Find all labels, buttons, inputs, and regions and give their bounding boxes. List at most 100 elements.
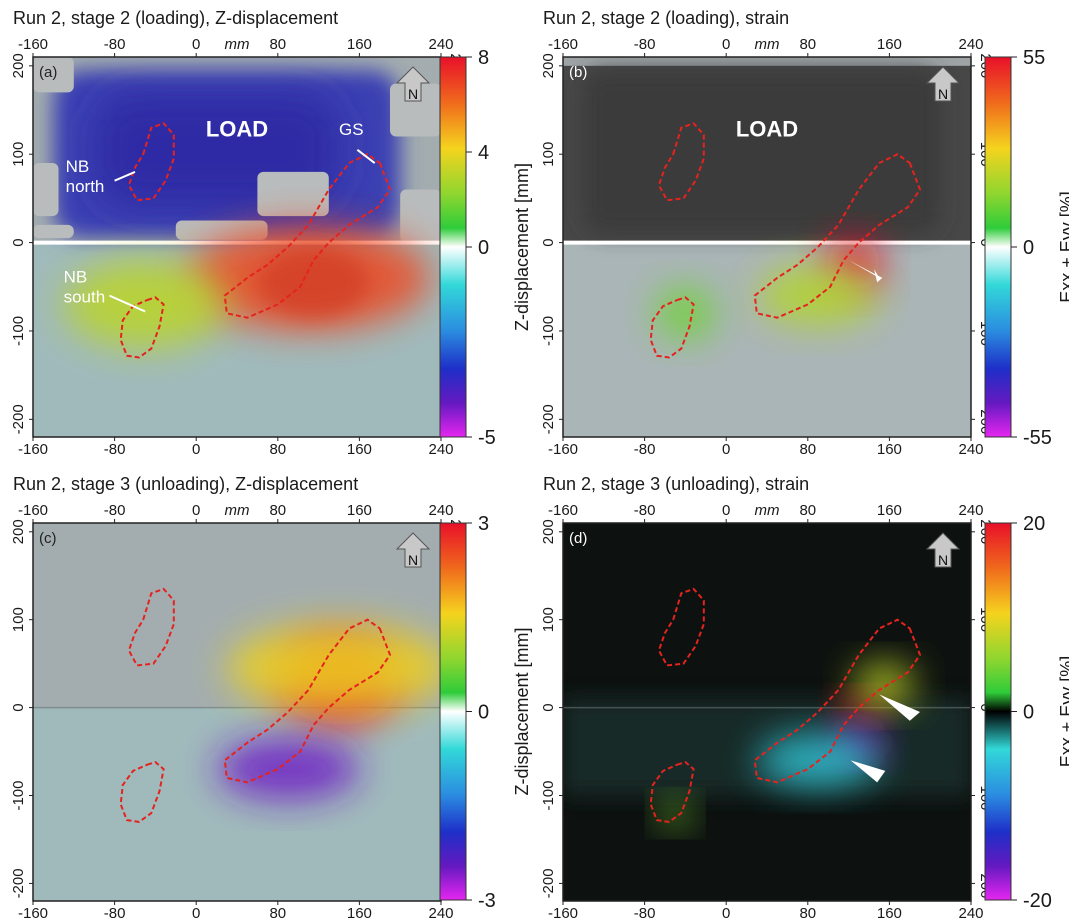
colorbar-tick-label: 4 — [478, 142, 489, 164]
y-tick-left: 0 — [540, 703, 557, 711]
y-tick-left: 200 — [540, 53, 557, 78]
x-tick-bottom: -80 — [104, 441, 126, 458]
colorbar-tick-label: -5 — [478, 427, 496, 449]
x-tick-bottom: 240 — [428, 441, 453, 458]
x-tick-top: 80 — [799, 502, 816, 519]
plot-area — [563, 523, 971, 901]
field-core — [258, 247, 369, 318]
colorbar-label: Exx + Eyy [%] — [1057, 656, 1069, 768]
x-tick-bottom: 80 — [269, 905, 286, 922]
colorbar-tick-label: 0 — [1023, 702, 1034, 724]
north-label: N — [938, 86, 948, 102]
outline-nbNorth — [657, 122, 705, 202]
colorbar-tick-label: -55 — [1023, 427, 1052, 449]
panel-a: Run 2, stage 2 (loading), Z-displacement… — [10, 8, 532, 458]
x-tick-bottom: -80 — [104, 905, 126, 922]
north-arrow-icon — [395, 66, 431, 102]
pointer-arrow — [848, 260, 883, 283]
x-tick-bottom: 0 — [722, 441, 730, 458]
x-tick-top: 80 — [269, 502, 286, 519]
field-blob-1 — [853, 663, 915, 708]
outline-nbSouth — [649, 760, 695, 823]
x-tick-top: -160 — [548, 502, 578, 519]
x-tick-bottom: 80 — [799, 905, 816, 922]
x-tick-bottom: 160 — [347, 441, 372, 458]
panel-c: Run 2, stage 3 (unloading), Z-displaceme… — [10, 474, 532, 922]
panel-title: Run 2, stage 2 (loading), Z-displacement — [13, 8, 338, 28]
outline-nbNorth — [127, 122, 175, 202]
outline-nbSouth — [649, 296, 695, 359]
x-tick-top: 160 — [347, 36, 372, 53]
x-tick-bottom: 160 — [877, 441, 902, 458]
panel-letter: (a) — [39, 64, 57, 81]
y-tick-left: 200 — [540, 519, 557, 544]
outline-gs — [753, 618, 922, 784]
pointer-arrow — [850, 760, 886, 783]
panel-title: Run 2, stage 3 (unloading), Z-displaceme… — [13, 474, 358, 494]
north-label: N — [938, 552, 948, 568]
no-data-patch — [257, 171, 329, 217]
load-label: LOAD — [736, 117, 798, 142]
no-data-patch — [33, 57, 74, 93]
x-tick-top: 0 — [722, 502, 730, 519]
y-tick-left: 100 — [540, 607, 557, 632]
colorbar-label: Z-displacement [mm] — [512, 163, 532, 331]
outline-nbSouth — [119, 296, 165, 359]
x-unit-label: mm — [225, 502, 250, 519]
x-tick-bottom: -80 — [634, 441, 656, 458]
x-tick-top: 240 — [958, 502, 983, 519]
loaded-region-core — [583, 70, 941, 234]
colorbar-tick-label: 0 — [478, 702, 489, 724]
field-wash — [33, 707, 441, 901]
x-tick-top: 160 — [347, 502, 372, 519]
colorbar-label: Exx + Eyy [%] — [1057, 191, 1069, 303]
colorbar-tick-label: 20 — [1023, 513, 1045, 535]
x-tick-bottom: 80 — [799, 441, 816, 458]
outline-nbSouth — [119, 760, 165, 823]
field-blob-1 — [63, 260, 227, 349]
x-tick-bottom: 0 — [192, 905, 200, 922]
y-tick-left: 0 — [10, 703, 27, 711]
x-tick-top: 80 — [799, 36, 816, 53]
x-tick-top: -80 — [104, 36, 126, 53]
x-tick-bottom: 160 — [347, 905, 372, 922]
colorbar — [984, 56, 1012, 438]
colorbar — [439, 522, 467, 901]
colorbar-tick-label: 0 — [478, 237, 489, 259]
x-tick-top: -160 — [548, 36, 578, 53]
colorbar-tick-label: 3 — [478, 513, 489, 535]
field-blob-2 — [216, 738, 360, 800]
load-label: LOAD — [206, 117, 268, 142]
x-tick-bottom: 80 — [269, 441, 286, 458]
field-wash — [563, 242, 971, 437]
x-tick-top: -160 — [18, 36, 48, 53]
y-tick-left: 200 — [10, 53, 27, 78]
annotation-nb-south: south — [64, 287, 106, 306]
y-tick-left: -200 — [10, 868, 27, 898]
x-tick-top: 0 — [722, 36, 730, 53]
north-arrow-icon — [925, 66, 961, 102]
annotation-nb-north: NB — [66, 157, 90, 176]
x-tick-top: 80 — [269, 36, 286, 53]
y-tick-left: -200 — [540, 404, 557, 434]
y-tick-left: -100 — [540, 316, 557, 346]
panel-b: Run 2, stage 2 (loading), strain LOAD (b) N… — [540, 8, 1069, 458]
no-data-patch — [390, 83, 441, 137]
y-tick-left: 200 — [10, 519, 27, 544]
panel-letter: (b) — [569, 64, 587, 81]
x-tick-top: 0 — [192, 502, 200, 519]
annotation-nb-south: NB — [64, 267, 88, 286]
colorbar-tick-label: 0 — [1023, 237, 1034, 259]
pointer-arrow — [879, 694, 920, 721]
no-data-patch — [400, 189, 441, 243]
panel-letter: (d) — [569, 530, 587, 547]
y-tick-left: -100 — [10, 780, 27, 810]
y-tick-left: -200 — [10, 404, 27, 434]
north-label: N — [408, 86, 418, 102]
x-tick-top: -160 — [18, 502, 48, 519]
x-tick-top: 160 — [877, 36, 902, 53]
no-data-patch — [33, 224, 74, 239]
x-tick-bottom: 0 — [722, 905, 730, 922]
x-tick-bottom: -160 — [18, 441, 48, 458]
